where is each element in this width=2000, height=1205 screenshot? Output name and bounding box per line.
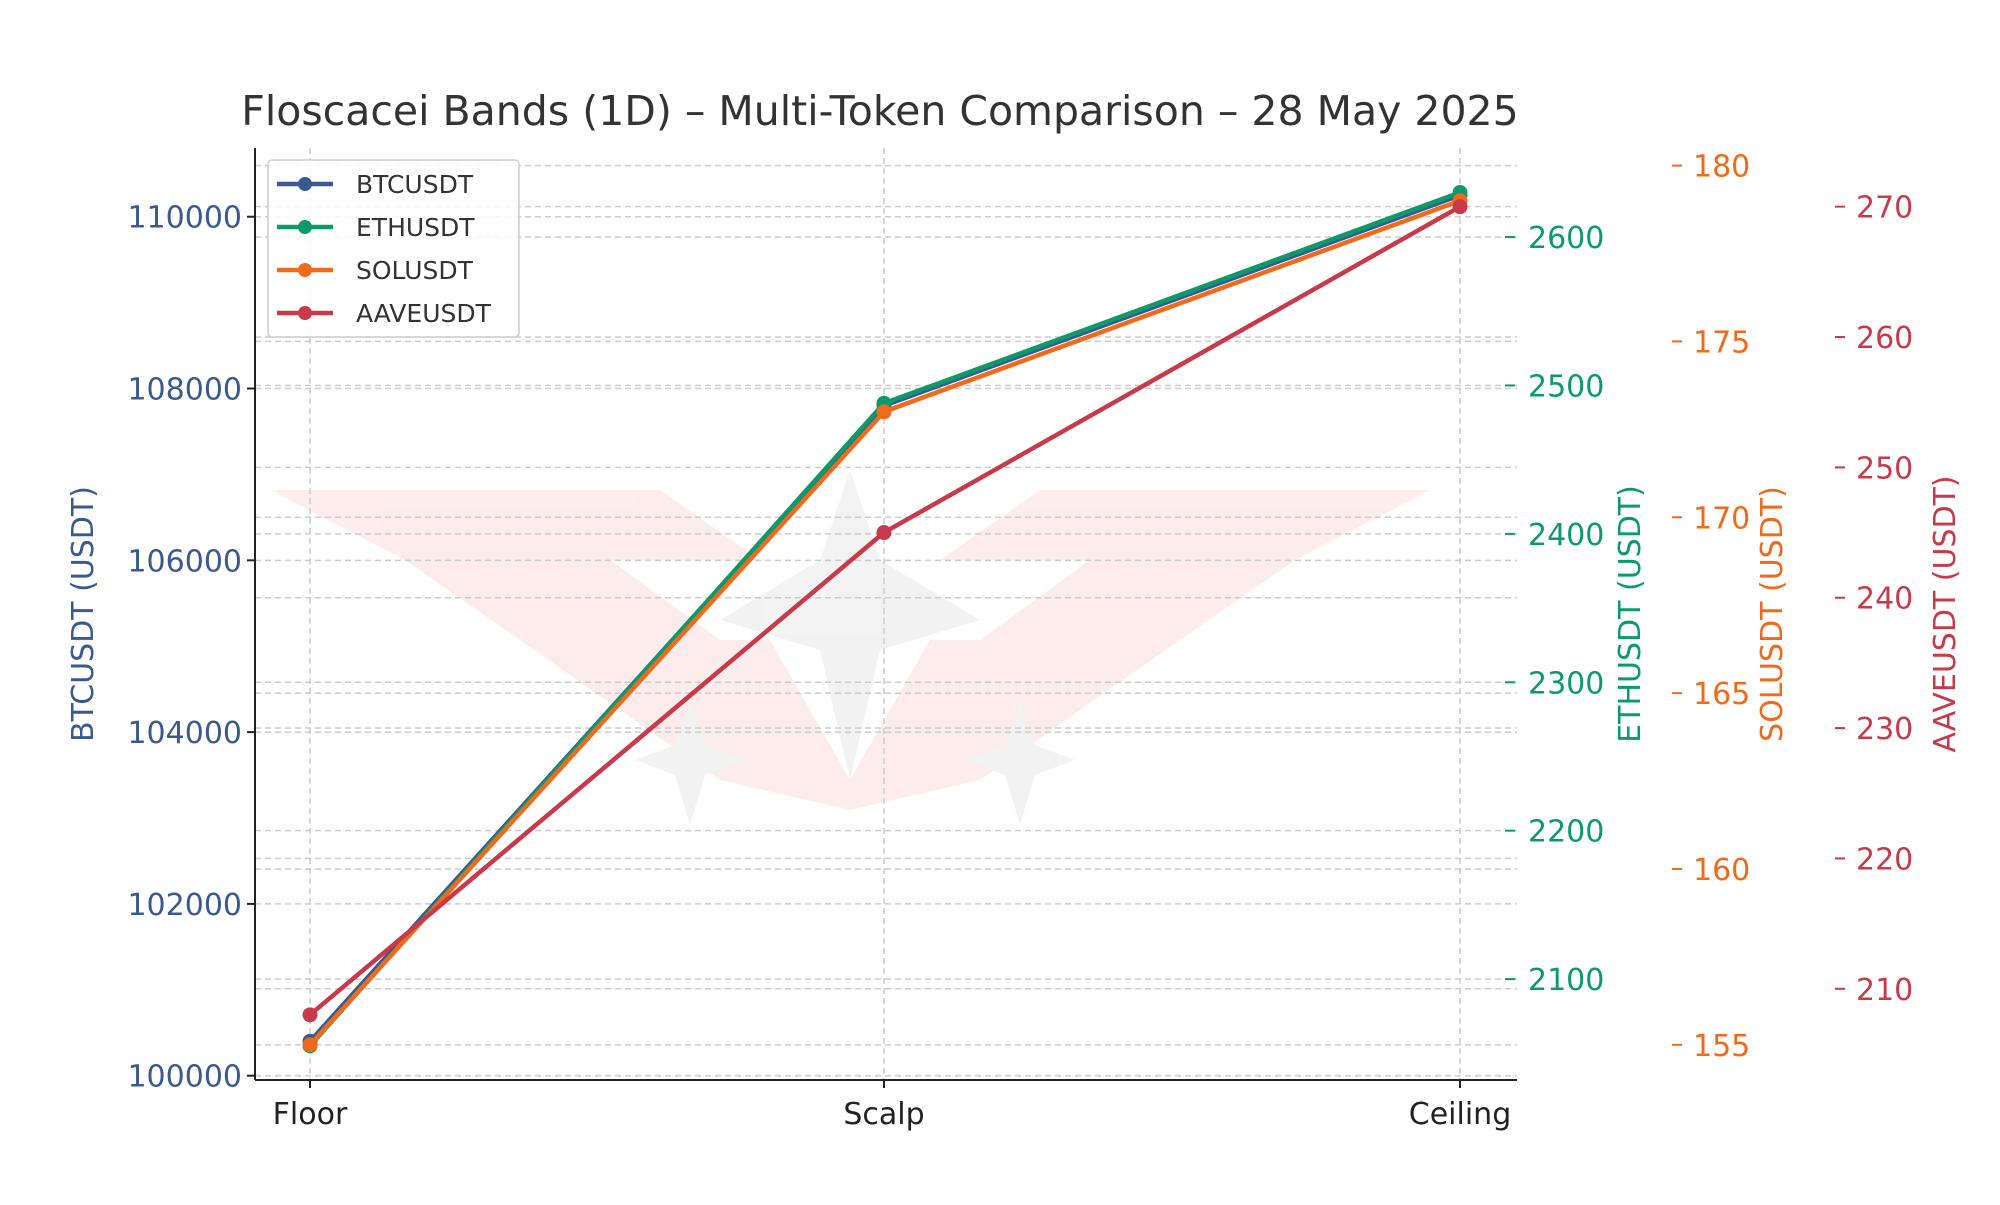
- y-tick-label-solusdt: 160: [1693, 853, 1750, 888]
- y-tick-label-btcusdt: 108000: [127, 373, 242, 408]
- y-tick-label-solusdt: 170: [1693, 501, 1750, 536]
- y-axis-title-aaveusdt: AAVEUSDT (USDT): [1928, 475, 1963, 752]
- legend-label-aaveusdt: AAVEUSDT: [356, 299, 492, 328]
- x-tick-label-ceiling: Ceiling: [1409, 1097, 1511, 1132]
- y-tick-label-solusdt: 180: [1693, 150, 1750, 185]
- y-tick-label-aaveusdt: 210: [1856, 973, 1913, 1008]
- y-tick-label-btcusdt: 104000: [127, 716, 242, 751]
- y-tick-label-ethusdt: 2300: [1528, 666, 1604, 701]
- y-tick-label-btcusdt: 102000: [127, 888, 242, 923]
- y-tick-label-ethusdt: 2200: [1528, 815, 1604, 850]
- y-tick-label-btcusdt: 106000: [127, 544, 242, 579]
- y-tick-label-ethusdt: 2600: [1528, 221, 1604, 256]
- y-tick-label-aaveusdt: 270: [1856, 191, 1913, 226]
- y-tick-label-solusdt: 165: [1693, 677, 1750, 712]
- legend-label-btcusdt: BTCUSDT: [356, 170, 474, 199]
- watermark-emblem: [270, 470, 1430, 825]
- y-axis-title-ethusdt: ETHUSDT (USDT): [1613, 485, 1648, 743]
- series-layer: [302, 185, 1468, 1054]
- legend-marker-btcusdt: [298, 177, 312, 191]
- data-point-aaveusdt-scalp: [876, 525, 892, 541]
- data-point-aaveusdt-floor: [302, 1007, 318, 1023]
- legend-label-solusdt: SOLUSDT: [356, 256, 474, 285]
- x-tick-label-scalp: Scalp: [843, 1097, 924, 1132]
- legend-marker-ethusdt: [298, 220, 312, 234]
- y-tick-label-aaveusdt: 220: [1856, 842, 1913, 877]
- x-tick-label-floor: Floor: [273, 1097, 348, 1132]
- y-tick-label-btcusdt: 100000: [127, 1060, 242, 1095]
- y-axis-title-btcusdt: BTCUSDT (USDT): [66, 486, 101, 742]
- data-point-solusdt-scalp: [876, 404, 892, 420]
- axes-layer: Floor Scalp Ceiling 100000 102000 104000 10600…: [66, 148, 1963, 1132]
- legend-label-ethusdt: ETHUSDT: [356, 213, 475, 242]
- y-tick-label-ethusdt: 2500: [1528, 369, 1604, 404]
- y-tick-label-aaveusdt: 250: [1856, 451, 1913, 486]
- data-point-aaveusdt-ceiling: [1452, 199, 1468, 215]
- data-point-solusdt-floor: [302, 1037, 318, 1053]
- legend-marker-aaveusdt: [298, 306, 312, 320]
- y-tick-label-ethusdt: 2100: [1528, 963, 1604, 998]
- y-axis-title-solusdt: SOLUSDT (USDT): [1755, 486, 1790, 742]
- y-tick-label-aaveusdt: 260: [1856, 321, 1913, 356]
- chart-title: Floscacei Bands (1D) – Multi-Token Compa…: [241, 87, 1518, 135]
- legend-box: [267, 159, 520, 338]
- y-tick-label-btcusdt: 110000: [127, 201, 242, 236]
- y-tick-label-solusdt: 155: [1693, 1029, 1750, 1064]
- y-tick-label-aaveusdt: 240: [1856, 582, 1913, 617]
- y-tick-label-aaveusdt: 230: [1856, 712, 1913, 747]
- y-tick-label-solusdt: 175: [1693, 325, 1750, 360]
- legend-marker-solusdt: [298, 263, 312, 277]
- legend: BTCUSDT ETHUSDT SOLUSDT AAVEUSDT: [267, 159, 520, 338]
- y-tick-label-ethusdt: 2400: [1528, 518, 1604, 553]
